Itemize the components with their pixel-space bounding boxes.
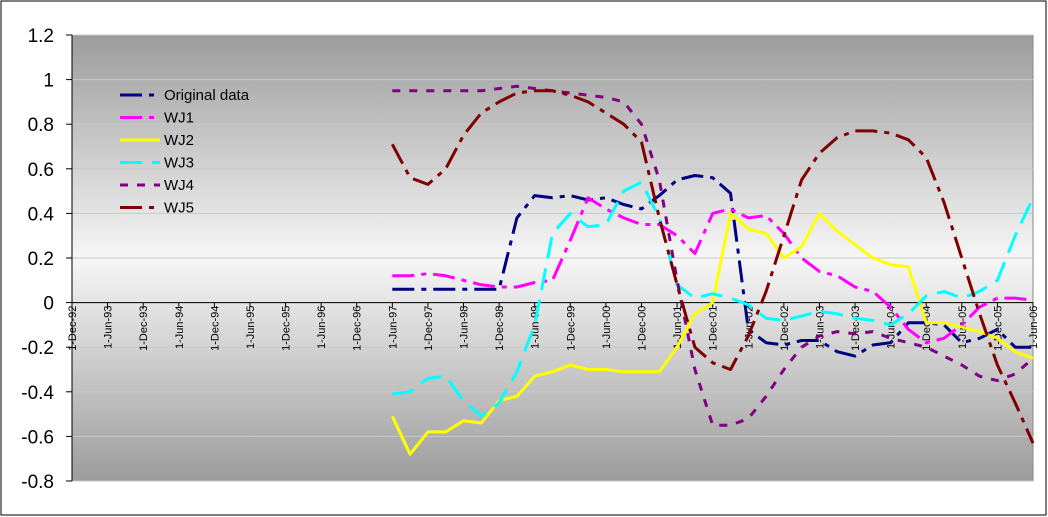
x-tick-label: 1-Dec-01 — [708, 306, 720, 351]
legend-label-wj3: WJ3 — [164, 155, 194, 172]
series-line-original-data — [392, 174, 1033, 358]
x-tick-label: 1-Jun-98 — [459, 306, 471, 349]
x-tick-label: 1-Jun-93 — [103, 306, 115, 349]
legend-label-original-data: Original data — [164, 87, 250, 104]
x-tick-label: 1-Jun-06 — [1028, 306, 1040, 349]
x-tick-label: 1-Jun-97 — [387, 306, 399, 349]
x-tick-label: 1-Dec-99 — [565, 306, 577, 351]
y-tick-label: 1 — [43, 71, 54, 92]
axes — [66, 34, 1034, 482]
series-line-wj4 — [392, 84, 1034, 427]
series-lines — [390, 84, 1035, 456]
legend-label-wj2: WJ2 — [164, 132, 194, 149]
y-tick-label: 0 — [43, 294, 54, 315]
y-tick-label: 0.4 — [28, 204, 55, 225]
x-tick-label: 1-Dec-98 — [494, 306, 506, 351]
legend-label-wj4: WJ4 — [164, 177, 194, 194]
x-tick-label: 1-Dec-92 — [67, 306, 79, 351]
legend-label-wj5: WJ5 — [164, 200, 194, 217]
y-axis-tick-labels: -0.8 -0.6 -0.4 -0.2 0 0.2 0.4 0.6 0.8 1 1.2 — [21, 26, 54, 493]
legend: Original data WJ1 WJ2 WJ3 WJ4 WJ5 — [120, 87, 250, 217]
y-tick-label: 0.2 — [28, 249, 54, 270]
y-tick-label: -0.4 — [21, 383, 54, 404]
y-tick-label: -0.8 — [21, 472, 54, 493]
x-tick-label: 1-Jun-99 — [530, 306, 542, 349]
series-line-wj1 — [392, 196, 1034, 345]
x-tick-label: 1-Dec-93 — [138, 306, 150, 351]
x-tick-label: 1-Jun-00 — [601, 306, 613, 349]
series-line-wj3 — [392, 180, 1035, 418]
x-tick-label: 1-Jun-94 — [174, 306, 186, 349]
y-tick-label: 0.6 — [28, 160, 54, 181]
x-tick-label: 1-Jun-96 — [316, 306, 328, 349]
legend-label-wj1: WJ1 — [164, 110, 194, 127]
y-tick-label: 0.8 — [28, 115, 54, 136]
x-tick-label: 1-Dec-02 — [779, 306, 791, 351]
x-tick-label: 1-Dec-03 — [850, 306, 862, 351]
x-tick-label: 1-Dec-96 — [352, 306, 364, 351]
x-tick-label: 1-Jun-95 — [245, 306, 257, 349]
x-tick-label: 1-Dec-95 — [281, 306, 293, 351]
x-axis-tick-labels: 1-Dec-92 1-Jun-93 1-Dec-93 1-Jun-94 1-Dec-94… — [67, 306, 1040, 351]
series-line-wj5 — [390, 89, 1035, 444]
x-tick-label: 1-Dec-94 — [209, 306, 221, 351]
x-tick-label: 1-Dec-00 — [636, 306, 648, 351]
y-tick-label: -0.6 — [21, 427, 54, 448]
y-tick-label: -0.2 — [21, 338, 54, 359]
x-tick-label: 1-Dec-97 — [423, 306, 435, 351]
y-tick-label: 1.2 — [28, 26, 54, 47]
